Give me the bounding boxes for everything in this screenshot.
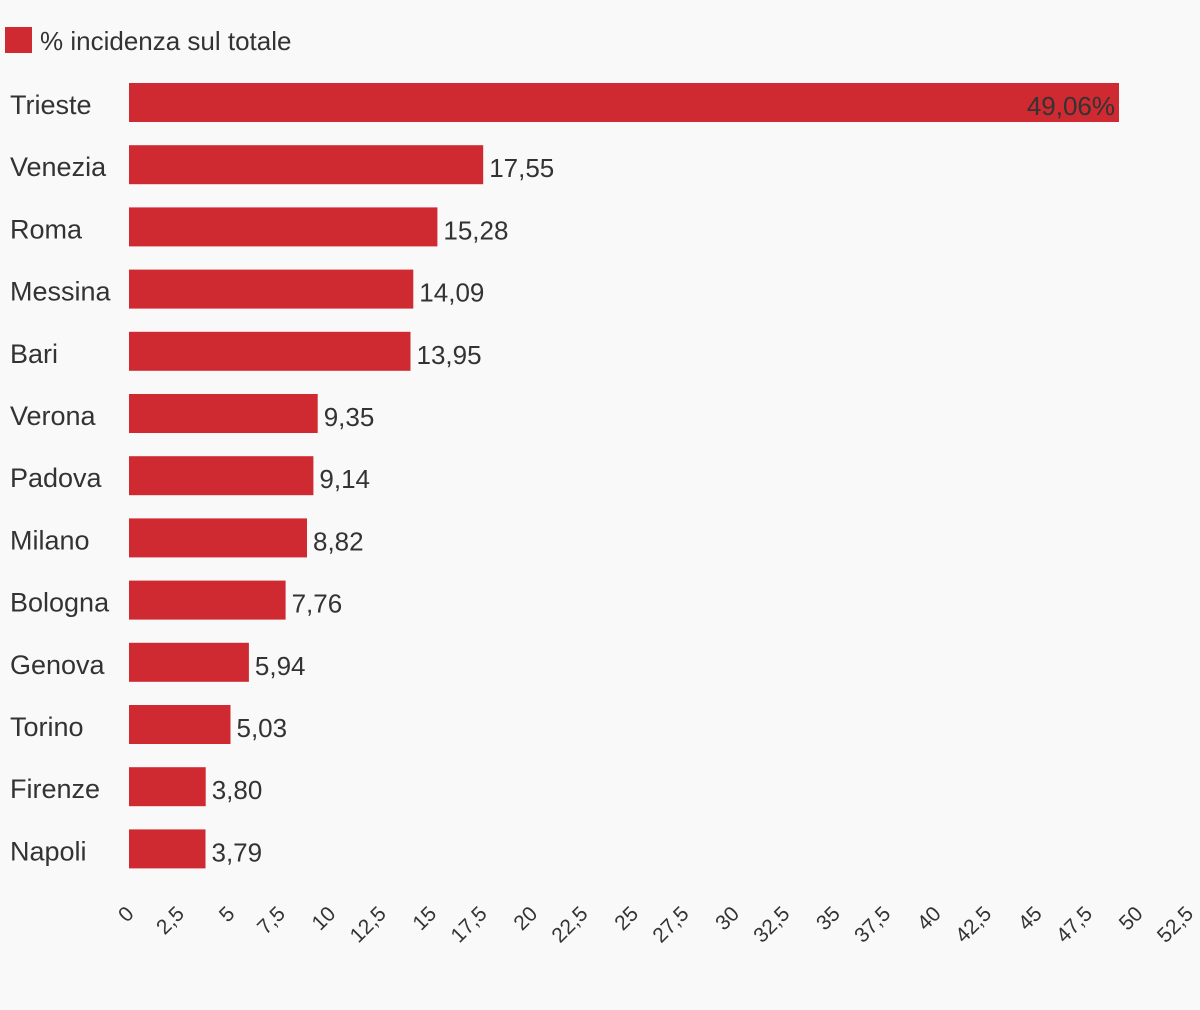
value-label: 8,82 — [313, 526, 364, 556]
legend-label: % incidenza sul totale — [40, 26, 291, 56]
x-axis-ticks: 0 2,5 5 7,5 10 12,5 15 17,5 20 22,5 25 27,5 30 32,5 35… — [114, 902, 1198, 947]
x-tick-label: 52,5 — [1153, 902, 1198, 947]
x-tick-label: 42,5 — [951, 902, 996, 947]
category-label: Venezia — [10, 152, 107, 182]
x-tick-label: 12,5 — [346, 902, 391, 947]
bar-roma — [129, 207, 438, 247]
value-label: 15,28 — [443, 215, 508, 245]
category-label: Bari — [10, 339, 58, 369]
bar-verona — [129, 394, 318, 433]
value-label: 3,80 — [212, 775, 263, 805]
value-label: 5,03 — [237, 713, 288, 743]
x-tick-label: 40 — [913, 902, 946, 935]
category-label: Napoli — [10, 836, 87, 866]
value-label: 9,35 — [324, 402, 375, 432]
value-label: 9,14 — [319, 464, 370, 494]
bar-torino — [129, 705, 231, 744]
value-label: 14,09 — [419, 278, 484, 308]
x-tick-label: 37,5 — [850, 902, 895, 947]
x-tick-label: 0 — [114, 902, 139, 927]
value-label: 17,55 — [489, 153, 554, 183]
x-tick-label: 32,5 — [749, 902, 794, 947]
legend-swatch — [5, 27, 32, 53]
category-label: Verona — [10, 401, 97, 431]
category-label: Torino — [10, 712, 84, 742]
x-tick-label: 2,5 — [152, 902, 189, 939]
category-label: Genova — [10, 650, 106, 680]
x-tick-label: 17,5 — [446, 902, 491, 947]
x-tick-label: 30 — [711, 902, 744, 935]
x-tick-label: 7,5 — [253, 902, 290, 939]
x-tick-label: 5 — [215, 902, 240, 927]
value-label: 13,95 — [417, 340, 482, 370]
category-label: Milano — [10, 525, 90, 555]
bar-napoli — [129, 829, 206, 869]
bar-bari — [129, 331, 411, 371]
x-tick-label: 22,5 — [547, 902, 592, 947]
bar-bologna — [129, 580, 286, 620]
value-labels: 49,06% 17,55 15,28 14,09 13,95 9,35 9,14 8,82 7,… — [212, 91, 1116, 867]
x-tick-label: 45 — [1014, 902, 1047, 935]
category-label: Bologna — [10, 588, 110, 618]
x-tick-label: 10 — [308, 902, 341, 935]
x-tick-label: 50 — [1115, 902, 1148, 935]
bar-group — [129, 83, 1119, 869]
bar-genova — [129, 642, 249, 682]
bar-firenze — [129, 767, 206, 807]
x-tick-label: 35 — [812, 902, 845, 935]
x-tick-label: 15 — [408, 902, 441, 935]
value-label: 49,06% — [1027, 91, 1115, 121]
x-tick-label: 27,5 — [648, 902, 693, 947]
bar-messina — [129, 269, 414, 309]
bar-padova — [129, 456, 314, 496]
category-label: Trieste — [10, 90, 92, 120]
x-tick-label: 20 — [509, 902, 542, 935]
category-label: Messina — [10, 277, 112, 307]
value-label: 3,79 — [212, 837, 263, 867]
bar-trieste — [129, 83, 1119, 122]
category-labels: Trieste Venezia Roma Messina Bari Verona Padov… — [10, 90, 112, 866]
bar-milano — [129, 518, 307, 558]
category-label: Firenze — [10, 774, 100, 804]
category-label: Padova — [10, 463, 103, 493]
value-label: 7,76 — [292, 589, 343, 619]
category-label: Roma — [10, 214, 83, 244]
bar-venezia — [129, 145, 484, 185]
chart-legend: % incidenza sul totale — [5, 26, 291, 56]
value-label: 5,94 — [255, 651, 306, 681]
x-tick-label: 47,5 — [1052, 902, 1097, 947]
x-tick-label: 25 — [610, 902, 643, 935]
